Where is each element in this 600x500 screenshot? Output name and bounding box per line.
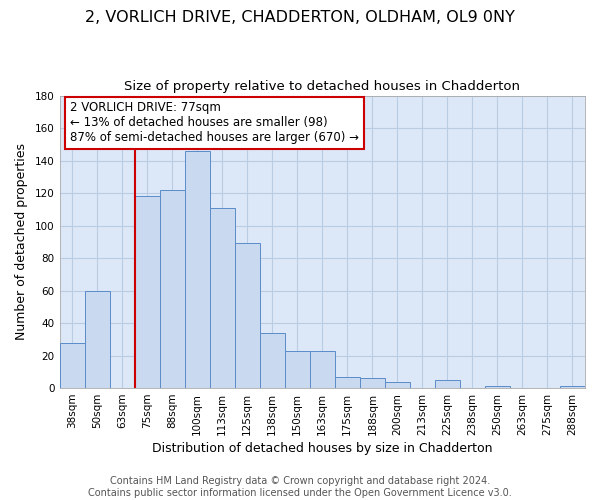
Y-axis label: Number of detached properties: Number of detached properties [15, 144, 28, 340]
Bar [285, 350, 310, 388]
Text: 2, VORLICH DRIVE, CHADDERTON, OLDHAM, OL9 0NY: 2, VORLICH DRIVE, CHADDERTON, OLDHAM, OL… [85, 10, 515, 25]
Bar [435, 380, 460, 388]
Bar [360, 378, 385, 388]
Bar [134, 196, 160, 388]
Bar [160, 190, 185, 388]
Bar [85, 290, 110, 388]
X-axis label: Distribution of detached houses by size in Chadderton: Distribution of detached houses by size … [152, 442, 493, 455]
Text: 2 VORLICH DRIVE: 77sqm
← 13% of detached houses are smaller (98)
87% of semi-det: 2 VORLICH DRIVE: 77sqm ← 13% of detached… [70, 102, 359, 144]
Bar [59, 342, 85, 388]
Bar [335, 376, 360, 388]
Bar [209, 208, 235, 388]
Bar [310, 350, 335, 388]
Bar [560, 386, 585, 388]
Title: Size of property relative to detached houses in Chadderton: Size of property relative to detached ho… [124, 80, 520, 93]
Bar [185, 151, 209, 388]
Bar [260, 333, 285, 388]
Bar [485, 386, 510, 388]
Bar [385, 382, 410, 388]
Text: Contains HM Land Registry data © Crown copyright and database right 2024.
Contai: Contains HM Land Registry data © Crown c… [88, 476, 512, 498]
Bar [235, 244, 260, 388]
